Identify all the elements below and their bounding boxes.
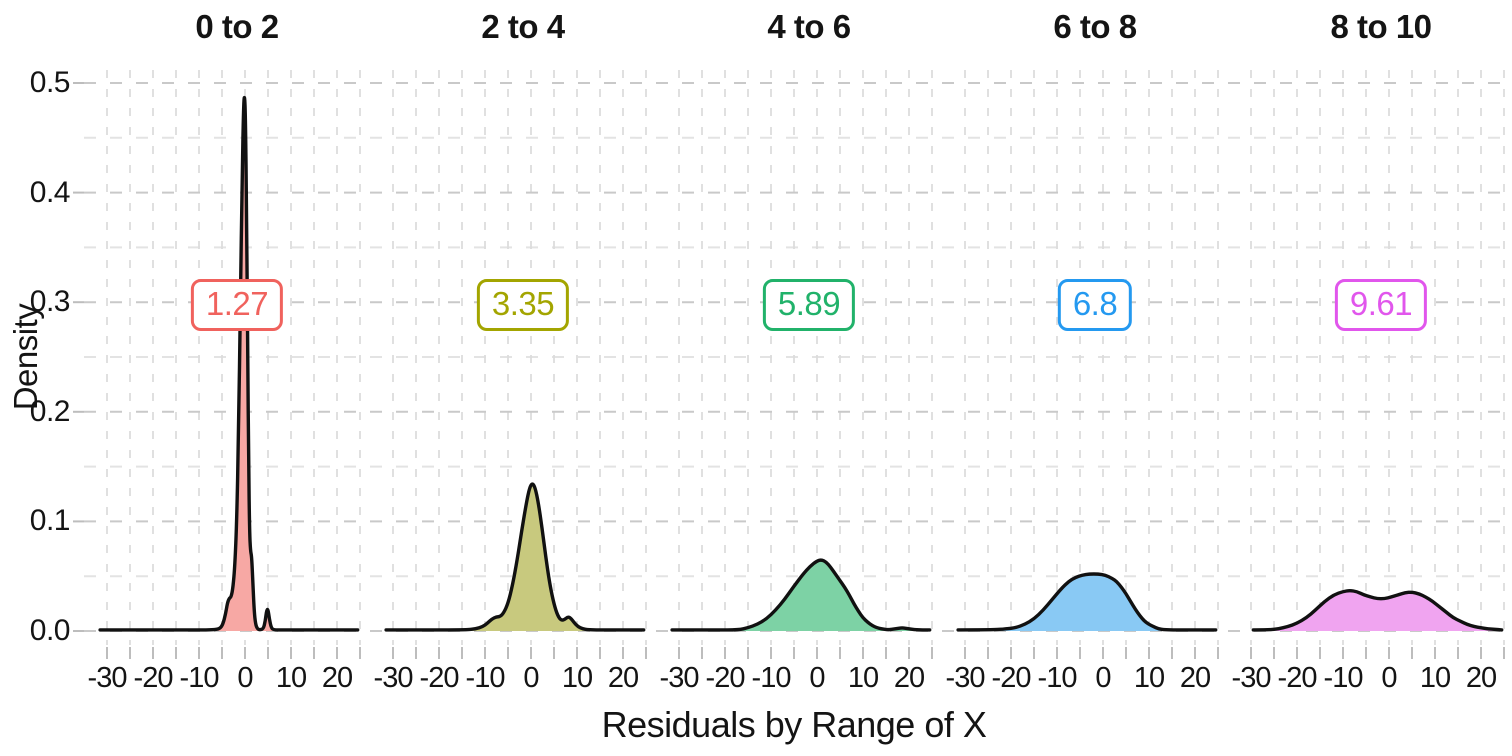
facet-title: 0 to 2 [195, 8, 279, 45]
density-curve [956, 572, 1218, 632]
x-tick-label: -10 [465, 662, 506, 694]
facet-title: 6 to 8 [1053, 8, 1137, 45]
x-tick-label: 10 [275, 662, 307, 694]
x-tick-label: 20 [607, 662, 639, 694]
density-curve [670, 558, 932, 632]
density-curve [384, 482, 646, 632]
y-tick-label: 0.4 [29, 175, 71, 209]
facet-panel [84, 70, 361, 659]
x-tick-label: -30 [945, 662, 986, 694]
x-tick-label: 10 [1133, 662, 1165, 694]
x-tick-label: -10 [179, 662, 220, 694]
y-tick-label: 0.1 [29, 504, 71, 538]
x-tick-label: -30 [373, 662, 414, 694]
density-area [100, 97, 358, 631]
x-tick-label: -20 [1277, 662, 1318, 694]
x-tick-label: -30 [87, 662, 128, 694]
facet-title: 8 to 10 [1330, 8, 1432, 45]
facet-panel [656, 70, 933, 659]
density-curve [98, 95, 360, 632]
x-tick-label: 20 [893, 662, 925, 694]
y-tick-label: 0.2 [29, 394, 71, 428]
mean-value-label: 5.89 [762, 279, 856, 331]
x-tick-label: -20 [991, 662, 1032, 694]
density-area [1253, 590, 1502, 631]
x-tick-label: -20 [705, 662, 746, 694]
x-tick-label: 10 [1419, 662, 1451, 694]
density-area [386, 484, 644, 631]
x-tick-label: -20 [133, 662, 174, 694]
x-tick-label: -10 [751, 662, 792, 694]
mean-value-label: 1.27 [190, 279, 284, 331]
x-tick-label: -30 [659, 662, 700, 694]
facet-title: 4 to 6 [767, 8, 851, 45]
density-curve [1251, 589, 1504, 632]
x-tick-label: 20 [1465, 662, 1497, 694]
x-tick-label: 0 [1381, 662, 1397, 694]
facet-panel [370, 70, 647, 659]
x-tick-label: 20 [321, 662, 353, 694]
x-tick-label: 0 [809, 662, 825, 694]
x-tick-label: 20 [1179, 662, 1211, 694]
x-tick-label: 0 [1095, 662, 1111, 694]
x-tick-label: 0 [237, 662, 253, 694]
x-tick-label: -10 [1037, 662, 1078, 694]
mean-value-label: 3.35 [476, 279, 570, 331]
mean-value-label: 9.61 [1334, 279, 1428, 331]
density-area [672, 560, 930, 631]
density-area [958, 574, 1216, 631]
y-tick-label: 0.0 [29, 614, 71, 647]
y-tick-label: 0.5 [29, 66, 71, 99]
x-tick-label: 0 [523, 662, 539, 694]
x-axis-title: Residuals by Range of X [601, 704, 987, 745]
mean-value-label: 6.8 [1057, 279, 1133, 331]
x-tick-label: -30 [1231, 662, 1272, 694]
facet-title: 2 to 4 [481, 8, 565, 45]
x-tick-label: 10 [847, 662, 879, 694]
facet-panel [942, 70, 1219, 659]
y-tick-label: 0.3 [29, 285, 71, 319]
facet-panel [1228, 70, 1505, 659]
y-axis-ticks [73, 82, 84, 632]
x-tick-label: 10 [561, 662, 593, 694]
x-tick-label: -20 [419, 662, 460, 694]
x-tick-label: -10 [1323, 662, 1364, 694]
